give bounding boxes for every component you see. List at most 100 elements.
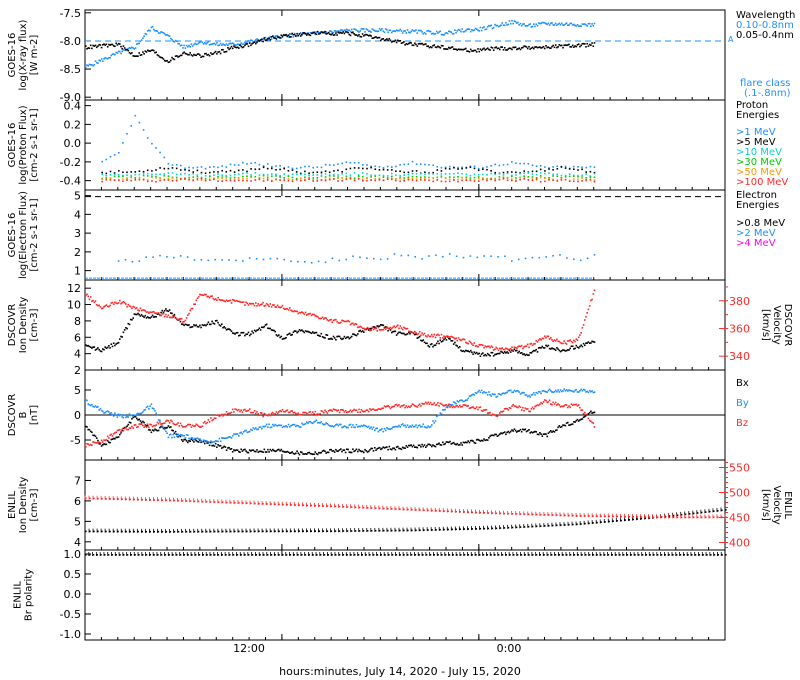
data-point [380,324,382,326]
data-point [278,411,280,413]
data-point [352,322,354,325]
data-point [338,322,341,324]
data-point [167,175,170,177]
data-point [217,180,219,182]
data-point [212,322,215,324]
data-point [393,426,395,428]
data-point [362,164,364,166]
data-point [591,412,593,414]
data-point [572,523,574,526]
data-point [289,426,291,428]
data-point [376,448,378,450]
data-point [366,327,369,330]
data-point [172,429,174,432]
data-point [474,442,477,444]
data-point [384,28,387,30]
data-point [386,175,389,177]
data-point [354,323,357,325]
data-point [497,25,500,28]
data-point [581,23,584,25]
data-point [467,404,469,407]
data-point [196,297,199,299]
data-point [452,33,455,35]
data-point [378,446,381,449]
data-point [160,554,163,556]
data-point [174,423,177,426]
data-point [336,335,338,338]
data-point [225,179,228,182]
data-point [313,413,315,415]
data-point [545,256,547,258]
data-point [428,46,431,49]
data-point [173,530,176,533]
data-point [95,437,98,439]
data-point [363,410,365,413]
data-point [508,47,511,49]
data-point [234,300,236,302]
data-point [131,52,133,54]
data-point [576,405,579,407]
data-point [508,407,511,409]
data-point [293,423,296,426]
data-point [280,448,283,451]
data-point [310,314,313,317]
data-point [200,439,202,442]
data-point [262,451,264,453]
data-point [99,44,102,46]
data-point [584,389,586,391]
data-point [221,447,223,449]
data-point [211,295,213,297]
data-point [591,42,593,44]
data-point [405,445,408,447]
data-point [294,504,296,506]
data-point [169,499,172,502]
data-point [360,330,363,333]
data-point [386,169,389,171]
data-point [204,167,207,170]
data-point [593,180,596,183]
data-point [106,346,109,349]
data-point [122,554,125,556]
y2-tick-label: 400 [729,537,750,550]
data-point [341,171,343,173]
data-point [523,175,525,177]
data-point [426,426,428,429]
data-point [255,39,257,41]
data-point [206,42,208,44]
data-point [297,452,300,454]
data-point [406,406,409,409]
data-point [491,413,494,416]
data-point [245,301,247,304]
data-point [518,350,520,353]
data-point [270,329,273,331]
data-point [433,422,436,424]
data-point [582,324,585,326]
data-point [471,528,473,530]
data-point [177,433,179,436]
data-point [536,24,539,27]
data-point [308,420,310,423]
data-point [321,32,324,34]
data-point [275,178,277,181]
data-point [547,344,550,347]
data-point [250,180,252,182]
data-point [191,439,194,442]
data-point [250,411,252,414]
data-point [212,297,215,300]
data-point [257,303,259,305]
data-point [428,403,431,405]
data-point [455,255,458,258]
data-point [518,24,520,26]
data-point [171,177,174,179]
data-point [269,327,272,330]
data-point [604,521,606,523]
data-point [336,423,338,426]
data-point [506,177,509,180]
data-point [205,293,207,296]
data-point [85,399,87,401]
data-point [273,304,275,306]
data-point [205,422,207,425]
data-point [241,411,244,413]
